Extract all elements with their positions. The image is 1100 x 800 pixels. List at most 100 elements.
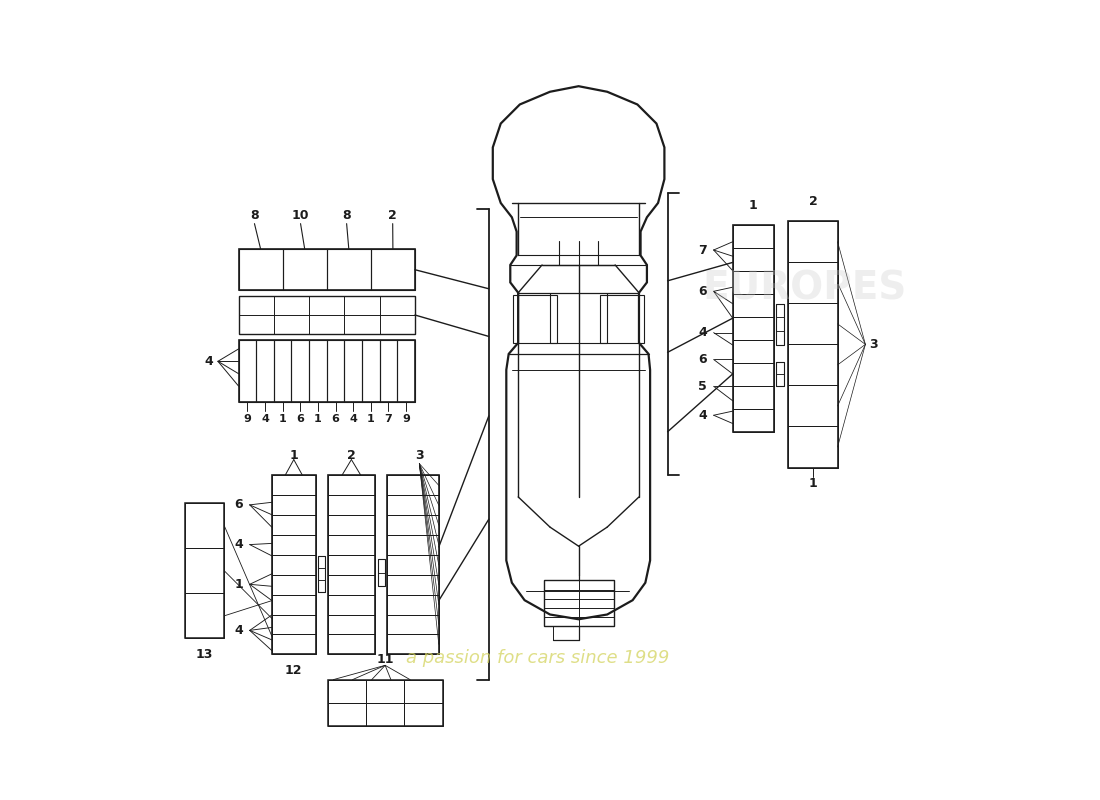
Text: 4: 4: [698, 409, 707, 422]
Bar: [387, 574, 439, 594]
Bar: [344, 296, 380, 315]
Bar: [328, 495, 375, 515]
Bar: [328, 574, 375, 594]
Bar: [327, 340, 344, 402]
Bar: [328, 475, 375, 654]
Text: 2: 2: [388, 209, 397, 222]
Text: 2: 2: [808, 195, 817, 208]
Text: 11: 11: [376, 654, 394, 666]
Text: 1: 1: [315, 414, 322, 424]
Bar: [789, 426, 837, 467]
Bar: [789, 262, 837, 303]
Bar: [318, 568, 326, 580]
Bar: [377, 573, 385, 586]
Text: 13: 13: [196, 648, 213, 661]
Text: 5: 5: [698, 380, 707, 393]
Bar: [579, 618, 614, 626]
Bar: [328, 475, 375, 495]
Text: 4: 4: [261, 414, 270, 424]
Bar: [543, 580, 579, 590]
Bar: [387, 594, 439, 614]
Bar: [579, 598, 614, 608]
Bar: [272, 594, 316, 614]
Bar: [274, 315, 309, 334]
Text: 6: 6: [331, 414, 340, 424]
Text: 8: 8: [250, 209, 258, 222]
Bar: [387, 475, 439, 654]
Text: 1: 1: [749, 199, 758, 212]
Bar: [366, 680, 405, 702]
Bar: [579, 590, 614, 598]
Text: 12: 12: [285, 664, 303, 677]
Text: 7: 7: [385, 414, 393, 424]
Bar: [274, 296, 309, 315]
Bar: [405, 702, 442, 726]
Bar: [733, 248, 774, 271]
Bar: [387, 614, 439, 634]
Bar: [387, 555, 439, 574]
Bar: [379, 315, 415, 334]
Bar: [579, 608, 614, 618]
Text: 6: 6: [698, 285, 707, 298]
Bar: [318, 556, 326, 568]
Bar: [239, 249, 283, 290]
Bar: [328, 614, 375, 634]
Bar: [318, 580, 326, 592]
Bar: [543, 590, 579, 598]
Bar: [777, 304, 783, 318]
Bar: [185, 503, 224, 638]
Text: 8: 8: [342, 209, 351, 222]
Bar: [789, 222, 837, 262]
Text: 7: 7: [698, 243, 707, 257]
Bar: [733, 386, 774, 409]
Bar: [272, 515, 316, 535]
Bar: [777, 318, 783, 331]
Text: 4: 4: [698, 326, 707, 339]
Bar: [239, 296, 415, 334]
Bar: [362, 340, 380, 402]
Text: 3: 3: [869, 338, 878, 351]
Bar: [733, 340, 774, 363]
Bar: [514, 295, 558, 342]
Bar: [733, 226, 774, 248]
Bar: [344, 315, 380, 334]
Text: 4: 4: [234, 538, 243, 551]
Bar: [272, 574, 316, 594]
Bar: [272, 535, 316, 555]
Bar: [272, 614, 316, 634]
Bar: [371, 249, 415, 290]
Text: EUROPES: EUROPES: [702, 270, 906, 308]
Text: 9: 9: [403, 414, 410, 424]
Text: 4: 4: [234, 624, 243, 637]
Bar: [272, 475, 316, 654]
Text: a passion for cars since 1999: a passion for cars since 1999: [406, 649, 670, 667]
Bar: [379, 296, 415, 315]
Text: 3: 3: [415, 449, 424, 462]
Bar: [543, 598, 579, 608]
Bar: [777, 362, 783, 386]
Bar: [185, 594, 224, 638]
Bar: [601, 295, 643, 342]
Bar: [733, 409, 774, 432]
Bar: [777, 331, 783, 345]
Bar: [543, 580, 614, 626]
Bar: [274, 340, 292, 402]
Bar: [733, 271, 774, 294]
Bar: [777, 374, 783, 386]
Bar: [328, 535, 375, 555]
Bar: [309, 315, 344, 334]
Bar: [601, 295, 643, 342]
Bar: [789, 386, 837, 426]
Bar: [387, 515, 439, 535]
Text: 6: 6: [296, 414, 305, 424]
Bar: [292, 340, 309, 402]
Bar: [185, 503, 224, 548]
Bar: [327, 249, 371, 290]
Bar: [733, 317, 774, 340]
Bar: [272, 495, 316, 515]
Bar: [789, 303, 837, 344]
Bar: [377, 559, 385, 586]
Bar: [387, 634, 439, 654]
Bar: [789, 344, 837, 386]
Bar: [328, 634, 375, 654]
